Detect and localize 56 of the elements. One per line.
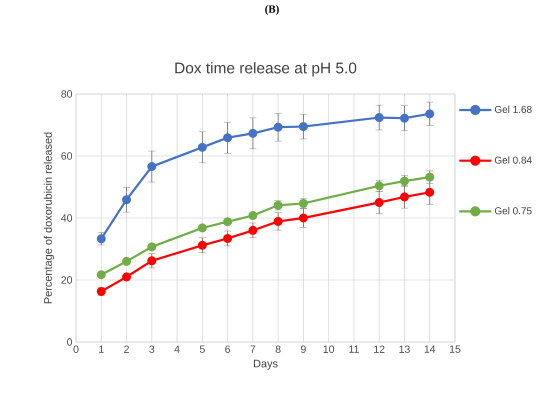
y-tick-label: 40 <box>61 214 72 222</box>
x-tick-label: 0 <box>74 346 78 353</box>
point <box>223 133 232 142</box>
point <box>374 198 384 207</box>
x-tick-label: 14 <box>424 346 436 353</box>
x-tick-label: 13 <box>399 346 410 353</box>
x-tick-label: 4 <box>174 346 180 353</box>
y-tick-label: 80 <box>61 90 72 98</box>
x-tick-label: 1 <box>99 346 104 353</box>
point <box>147 242 156 252</box>
point <box>96 234 106 244</box>
point <box>298 122 308 132</box>
point <box>122 272 132 282</box>
x-tick-label: 3 <box>149 346 154 353</box>
legend-label: Gel 1.68 <box>494 106 532 113</box>
x-tick-label: 2 <box>124 346 129 353</box>
x-tick-label: 12 <box>374 346 384 353</box>
y-tick-label: 60 <box>61 152 72 160</box>
point <box>223 234 232 243</box>
chart-title: Dox time release at pH 5.0 <box>175 62 356 76</box>
point <box>223 217 232 226</box>
legend-label: Gel 0.84 <box>494 156 532 164</box>
point <box>274 216 283 226</box>
point <box>96 270 106 280</box>
point <box>425 188 434 197</box>
point <box>198 142 207 152</box>
point <box>198 240 207 250</box>
point <box>425 172 434 182</box>
point <box>400 114 409 123</box>
point <box>248 128 258 138</box>
x-tick-label: 15 <box>450 346 460 353</box>
point <box>248 226 258 235</box>
y-tick-label: 20 <box>61 276 72 284</box>
point <box>122 195 132 204</box>
x-tick-label: 10 <box>324 346 334 353</box>
point <box>147 256 156 266</box>
y-tick-label: 0 <box>67 338 72 346</box>
legend-label: Gel 0.75 <box>494 207 532 214</box>
x-tick-label: 6 <box>225 346 230 353</box>
point <box>298 214 308 222</box>
point <box>400 192 409 202</box>
x-tick-label: 11 <box>349 346 359 353</box>
point <box>248 211 258 220</box>
x-tick-label: 7 <box>250 346 256 353</box>
x-axis-title: Days <box>254 360 278 370</box>
x-tick-label: 9 <box>300 346 306 353</box>
point <box>374 113 384 122</box>
point <box>122 256 132 266</box>
y-axis-title: Percentage of doxorubicin released <box>44 132 54 304</box>
text: (B) <box>265 5 279 15</box>
point <box>425 109 434 118</box>
point <box>274 122 283 132</box>
point <box>198 223 207 232</box>
x-tick-label: 8 <box>276 346 281 353</box>
x-tick-label: 5 <box>200 346 205 353</box>
point <box>147 162 156 172</box>
